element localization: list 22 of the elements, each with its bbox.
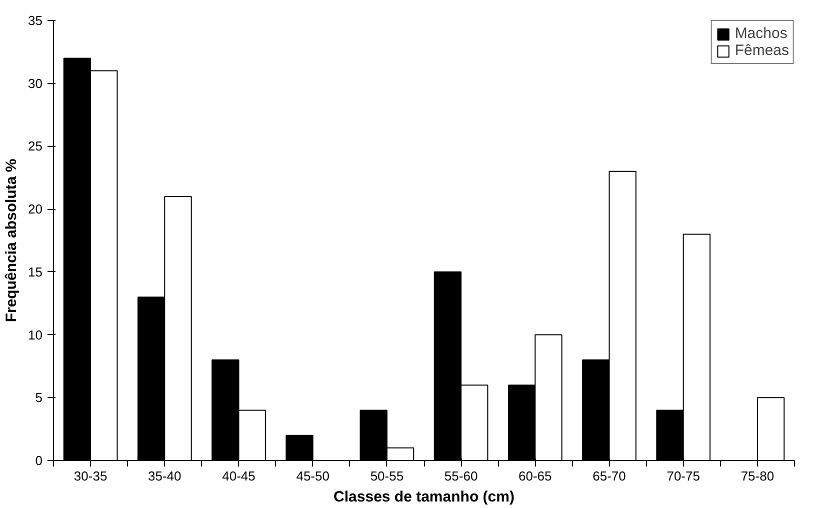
x-tick-label: 55-60 (444, 468, 478, 484)
x-axis-title: Classes de tamanho (cm) (334, 488, 514, 506)
x-tick-label: 50-55 (370, 468, 404, 484)
x-tick-label: 75-80 (740, 468, 774, 484)
x-tick-label: 65-70 (592, 468, 626, 484)
x-tick-label: 30-35 (74, 468, 108, 484)
x-tick-label: 45-50 (296, 468, 330, 484)
y-axis-title: Frequência absoluta % (3, 158, 20, 322)
y-tick-label: 15 (28, 264, 43, 280)
y-tick-label: 5 (35, 390, 43, 406)
legend-label: Fêmeas (734, 42, 789, 59)
x-tick-label: 60-65 (518, 468, 552, 484)
legend-label: Machos (734, 25, 788, 42)
x-tick-label: 35-40 (148, 468, 182, 484)
y-tick-label: 20 (28, 202, 43, 217)
y-tick-label: 0 (35, 453, 43, 468)
x-tick-label: 40-45 (222, 468, 256, 484)
x-tick-label: 70-75 (666, 468, 700, 484)
y-tick-label: 30 (28, 76, 43, 91)
y-tick-label: 35 (28, 13, 43, 28)
y-tick-label: 25 (28, 138, 43, 154)
y-tick-label: 10 (28, 327, 43, 342)
